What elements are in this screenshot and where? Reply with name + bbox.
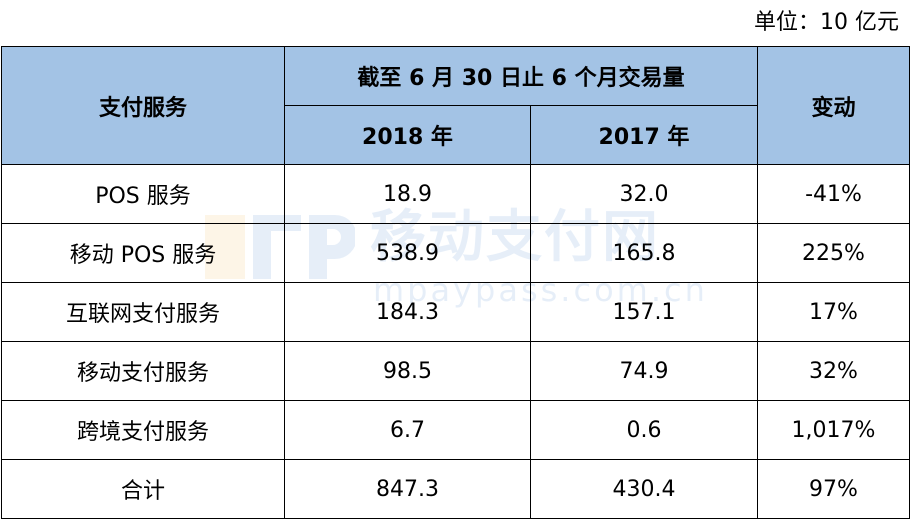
cell-2018: 538.9 — [284, 223, 531, 283]
table-row-total: 合计 847.3 430.4 97% — [1, 459, 910, 519]
cell-service: 移动 POS 服务 — [1, 223, 285, 283]
table-row: 移动 POS 服务 538.9 165.8 225% — [1, 223, 910, 283]
cell-change: -41% — [757, 164, 910, 224]
cell-change: 17% — [757, 282, 910, 342]
cell-service: 合计 — [1, 459, 285, 519]
header-row-years: 2018 年 2017 年 — [2, 105, 910, 165]
cell-service: POS 服务 — [1, 164, 285, 224]
cell-service: 移动支付服务 — [1, 341, 285, 401]
cell-2018: 18.9 — [284, 164, 531, 224]
header-row-top: 支付服务 截至 6 月 30 日止 6 个月交易量 变动 — [1, 46, 910, 165]
cell-2018: 847.3 — [284, 459, 531, 519]
cell-2017: 32.0 — [530, 164, 758, 224]
cell-2017: 165.8 — [530, 223, 758, 283]
table-row: 跨境支付服务 6.7 0.6 1,017% — [1, 400, 910, 460]
cell-change: 97% — [757, 459, 910, 519]
cell-2017: 74.9 — [530, 341, 758, 401]
cell-2018: 6.7 — [284, 400, 531, 460]
cell-2017: 430.4 — [530, 459, 758, 519]
cell-2018: 98.5 — [284, 341, 531, 401]
header-period: 截至 6 月 30 日止 6 个月交易量 — [284, 46, 758, 106]
cell-service: 互联网支付服务 — [1, 282, 285, 342]
table-row: 互联网支付服务 184.3 157.1 17% — [1, 282, 910, 342]
header-year-2018: 2018 年 — [284, 105, 531, 165]
cell-change: 1,017% — [757, 400, 910, 460]
cell-service: 跨境支付服务 — [1, 400, 285, 460]
cell-change: 32% — [757, 341, 910, 401]
cell-2017: 0.6 — [530, 400, 758, 460]
unit-note: 单位：10 亿元 — [754, 10, 899, 35]
payment-volume-table: 支付服务 截至 6 月 30 日止 6 个月交易量 变动 2018 年 2017… — [1, 46, 910, 519]
header-change: 变动 — [757, 46, 910, 165]
header-service: 支付服务 — [1, 46, 285, 165]
cell-change: 225% — [757, 223, 910, 283]
header-year-2017: 2017 年 — [530, 105, 758, 165]
cell-2017: 157.1 — [530, 282, 758, 342]
table-row: POS 服务 18.9 32.0 -41% — [1, 164, 910, 224]
table-row: 移动支付服务 98.5 74.9 32% — [1, 341, 910, 401]
cell-2018: 184.3 — [284, 282, 531, 342]
